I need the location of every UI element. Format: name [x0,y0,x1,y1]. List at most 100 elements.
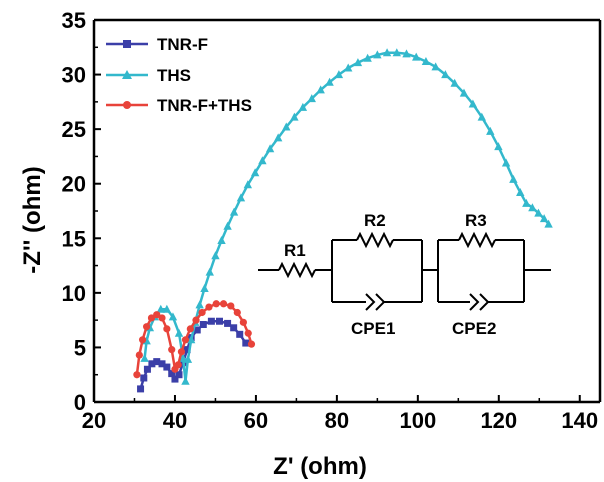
label-cpe2: CPE2 [452,319,496,338]
series-line [143,51,550,383]
resistor-r2 [356,231,394,249]
data-point [516,187,525,196]
data-point [494,142,503,151]
y-tick-label: 15 [62,226,86,251]
data-point [402,49,411,58]
cpe2-symbol [469,293,480,311]
data-point [273,133,283,142]
data-point [217,235,226,244]
data-point [450,78,459,87]
data-point [162,304,172,313]
series-tnr-f-ths [133,300,256,379]
data-point [219,300,228,308]
data-point [193,326,201,334]
legend-label-tnr-f-ths: TNR-F+THS [157,96,252,115]
data-point [199,321,207,329]
data-point [307,94,316,103]
y-axis-title: -Z'' (ohm) [19,166,46,273]
series-layer [133,48,553,393]
data-point [183,354,193,363]
data-point [325,77,334,86]
data-point [224,319,232,327]
data-point [147,314,156,322]
data-point [229,207,239,216]
data-point [183,346,191,354]
data-point [174,361,182,369]
data-point [522,198,531,207]
data-point [459,88,469,97]
data-point [227,302,235,310]
x-tick-label: 40 [163,408,187,433]
data-point [153,358,161,366]
data-point [181,336,190,344]
data-point [421,56,431,65]
label-r2: R2 [364,211,386,230]
legend: TNR-F THS TNR-F+THS [106,35,252,115]
data-point [247,340,256,348]
data-point [198,308,206,317]
data-point [334,70,344,79]
data-point [211,251,220,260]
resistor-r1 [278,261,316,279]
data-point [200,283,209,292]
data-point [242,339,250,347]
data-point [431,62,440,71]
data-point [236,193,246,202]
y-tick-label: 0 [74,390,86,415]
data-point [230,324,238,332]
data-point [412,52,421,61]
data-point [168,370,176,378]
data-point [163,325,171,333]
data-point [236,330,244,338]
equivalent-circuit-inset [258,231,551,311]
data-point [133,371,141,379]
legend-item-ths: THS [106,66,191,85]
data-point [363,53,372,62]
label-cpe1: CPE1 [351,319,395,338]
data-point [143,323,151,331]
legend-label-ths: THS [157,66,191,85]
data-point [153,311,161,319]
data-point [316,85,325,94]
data-point [168,346,176,354]
data-point [233,308,241,317]
data-point [171,375,179,383]
data-point [156,304,165,313]
data-point [298,102,308,111]
data-point [212,300,220,308]
data-point [534,208,543,217]
data-point [140,353,149,362]
data-point [441,70,450,79]
data-point [175,371,183,379]
y-tick-label: 5 [74,335,86,360]
x-tick-label: 20 [82,408,106,433]
data-point [135,351,143,359]
data-point [178,353,188,362]
data-point [243,180,253,189]
data-point [353,58,363,67]
x-tick-label: 80 [325,408,349,433]
data-point [258,156,267,165]
x-tick-label: 140 [561,408,598,433]
data-point [239,318,247,326]
data-point [501,158,511,167]
data-point [192,316,200,324]
y-tick-label: 30 [62,63,86,88]
data-point [148,360,156,368]
data-point [265,144,275,153]
label-r3: R3 [465,211,487,230]
legend-item-tnr-f-ths: TNR-F+THS [106,96,252,115]
data-point [181,376,190,385]
x-axis-title: Z' (ohm) [273,453,367,480]
legend-label-tnr-f: TNR-F [157,35,208,54]
data-point [382,48,392,57]
data-point [186,335,196,344]
x-tick-label: 100 [399,408,436,433]
data-point [544,219,553,228]
data-point [468,99,478,108]
y-tick-label: 10 [62,281,86,306]
data-point [250,168,260,177]
data-point [140,374,148,382]
data-point [174,328,184,337]
